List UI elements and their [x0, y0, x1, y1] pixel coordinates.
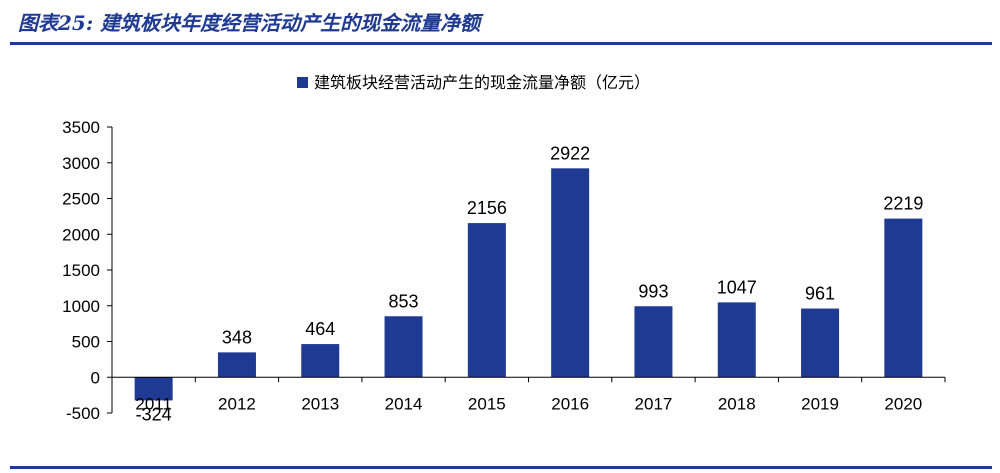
x-tick-label: 2018: [718, 394, 756, 413]
y-tick-label: 1000: [62, 297, 100, 316]
data-label: 464: [305, 319, 335, 339]
bar: [467, 223, 506, 378]
y-tick-label: 2000: [62, 225, 100, 244]
data-label: 2156: [467, 198, 507, 218]
data-label: 961: [805, 284, 835, 304]
bar: [717, 302, 756, 378]
x-tick-label: 2020: [884, 394, 922, 413]
title-divider: [10, 42, 992, 45]
bar: [134, 377, 173, 401]
x-tick-label: 2017: [635, 394, 673, 413]
x-tick-label: 2013: [301, 394, 339, 413]
figure-label: 图表25:: [18, 11, 94, 35]
data-label: 853: [389, 291, 419, 311]
y-tick-label: 1500: [62, 261, 100, 280]
x-tick-label: 2015: [468, 394, 506, 413]
legend-swatch: [297, 77, 308, 88]
y-tick-label: 2500: [62, 190, 100, 209]
bar: [801, 308, 840, 378]
y-tick-label: -500: [66, 404, 100, 423]
y-tick-label: 500: [72, 333, 100, 352]
x-tick-label: 2019: [801, 394, 839, 413]
data-label: 348: [222, 327, 252, 347]
bar: [634, 306, 673, 378]
x-tick-label: 2014: [385, 394, 423, 413]
x-tick-label: 2012: [218, 394, 256, 413]
y-tick-label: 3000: [62, 154, 100, 173]
bar: [301, 344, 340, 378]
bottom-divider: [10, 466, 992, 469]
bar: [884, 218, 923, 378]
y-tick-label: 0: [91, 368, 100, 387]
bar: [384, 316, 423, 378]
data-label: -324: [136, 404, 172, 424]
bar: [217, 352, 256, 378]
y-tick-label: 3500: [62, 118, 100, 137]
legend-label: 建筑板块经营活动产生的现金流量净额（亿元）: [314, 73, 650, 92]
data-label: 1047: [717, 277, 757, 297]
figure-title: 图表25: 建筑板块年度经营活动产生的现金流量净额: [18, 8, 480, 38]
x-tick-label: 2011: [135, 394, 172, 413]
bar-chart: 建筑板块经营活动产生的现金流量净额（亿元） -500 0 500 1000 1500 200…: [62, 73, 946, 424]
bar: [551, 168, 590, 378]
data-label: 2219: [883, 194, 923, 214]
data-label: 2922: [550, 143, 590, 163]
figure-title-text: 建筑板块年度经营活动产生的现金流量净额: [100, 11, 481, 35]
x-tick-label: 2016: [551, 394, 589, 413]
data-label: 993: [638, 281, 668, 301]
